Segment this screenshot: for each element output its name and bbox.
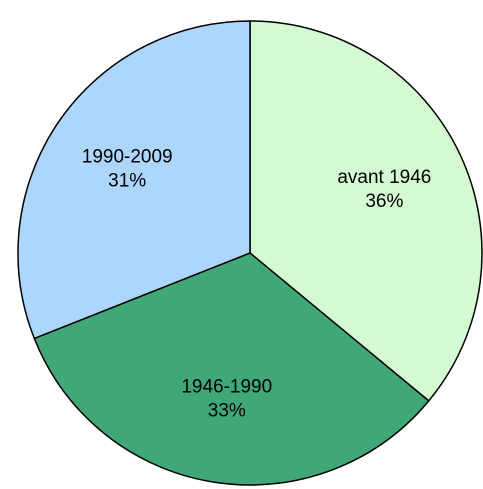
slice-value-label: 31% bbox=[108, 171, 146, 192]
slice-label: avant 1946 bbox=[337, 167, 431, 188]
slice-label: 1990-2009 bbox=[82, 147, 173, 168]
pie-slice bbox=[17, 20, 251, 340]
slice-label: 1946-1990 bbox=[181, 377, 272, 398]
slice-value-label: 33% bbox=[208, 401, 246, 422]
pie-slice bbox=[33, 252, 430, 486]
slice-value-label: 36% bbox=[365, 191, 403, 212]
pie-slice bbox=[249, 20, 483, 402]
